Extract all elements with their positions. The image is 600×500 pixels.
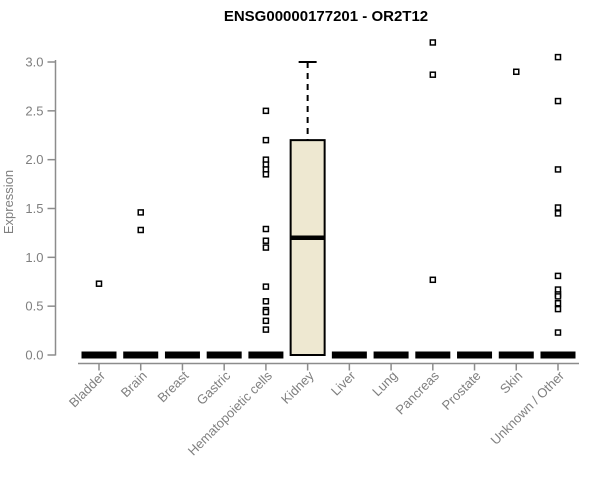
outlier-point-brain — [137, 209, 144, 216]
box-breast — [164, 351, 200, 359]
outlier-point-hematopoietic-cells — [262, 171, 270, 178]
x-tick-label-kidney: Kidney — [278, 368, 317, 407]
box-hematopoietic-cells — [248, 351, 284, 359]
outlier-point-unknown-other — [554, 210, 562, 217]
outlier-point-skin — [513, 68, 520, 76]
x-tick-label-unknown-other: Unknown / Other — [488, 368, 568, 448]
y-tick-label: 3.0 — [25, 54, 43, 69]
chart-title: ENSG00000177201 - OR2T12 — [224, 8, 428, 25]
box-lung — [373, 351, 409, 359]
outlier-point-unknown-other — [554, 329, 562, 336]
outlier-point-hematopoietic-cells — [262, 225, 270, 233]
box-unknown-other — [540, 351, 576, 359]
outlier-point-pancreas — [429, 276, 437, 284]
outlier-point-hematopoietic-cells — [262, 244, 270, 251]
outlier-point-unknown-other — [554, 299, 562, 307]
outlier-point-brain — [137, 226, 144, 234]
x-tick-label-gastric: Gastric — [194, 368, 234, 408]
y-tick-label: 0.0 — [25, 348, 43, 363]
x-tick-label-lung: Lung — [369, 368, 400, 399]
outlier-point-hematopoietic-cells — [262, 326, 270, 333]
outlier-point-hematopoietic-cells — [262, 317, 270, 325]
y-tick-label: 2.5 — [25, 103, 43, 118]
outlier-point-unknown-other — [554, 293, 562, 300]
outlier-point-unknown-other — [554, 272, 562, 280]
outlier-point-unknown-other — [554, 305, 562, 313]
outlier-point-hematopoietic-cells — [262, 308, 270, 316]
outlier-point-pancreas — [429, 71, 437, 78]
outlier-point-unknown-other — [554, 204, 562, 211]
y-tick-label: 1.0 — [25, 250, 43, 265]
x-tick-label-liver: Liver — [328, 368, 359, 399]
outlier-point-hematopoietic-cells — [262, 298, 270, 305]
outlier-point-hematopoietic-cells — [262, 136, 270, 144]
box-skin — [498, 351, 534, 359]
box-liver — [331, 351, 367, 359]
plot-marks — [81, 39, 576, 359]
y-axis-label: Expression — [1, 170, 16, 234]
outlier-point-unknown-other — [554, 97, 562, 105]
x-tick-label-breast: Breast — [154, 368, 191, 405]
y-tick-label: 1.5 — [25, 201, 43, 216]
outlier-point-pancreas — [429, 39, 437, 46]
box-kidney — [289, 139, 326, 356]
box-prostate — [457, 351, 493, 359]
outlier-point-hematopoietic-cells — [262, 283, 270, 290]
box-gastric — [206, 351, 242, 359]
x-tick-label-pancreas: Pancreas — [392, 368, 442, 418]
outlier-point-unknown-other — [554, 166, 562, 173]
box-bladder — [81, 351, 117, 359]
y-tick-label: 0.5 — [25, 299, 43, 314]
x-tick-label-bladder: Bladder — [66, 368, 109, 411]
y-tick-label: 2.0 — [25, 152, 43, 167]
box-pancreas — [415, 351, 451, 359]
outlier-point-hematopoietic-cells — [262, 237, 270, 244]
x-tick-label-brain: Brain — [118, 368, 150, 400]
box-brain — [123, 351, 159, 359]
x-tick-label-skin: Skin — [497, 368, 525, 396]
outlier-point-hematopoietic-cells — [262, 107, 270, 115]
x-tick-label-prostate: Prostate — [439, 368, 484, 413]
outlier-point-unknown-other — [554, 53, 562, 61]
outlier-point-bladder — [95, 280, 103, 287]
